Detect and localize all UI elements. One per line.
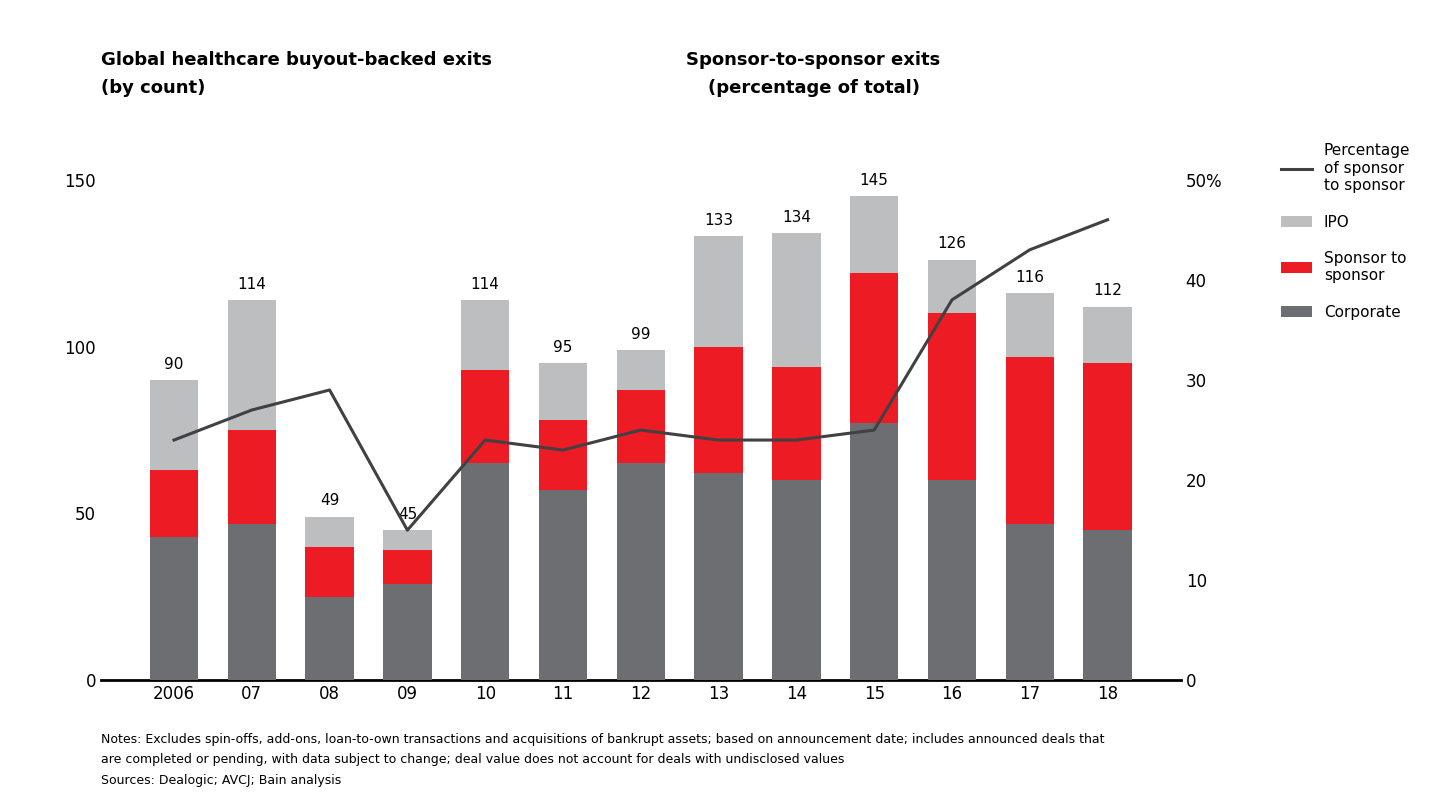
Text: 114: 114 [238, 276, 266, 292]
Bar [461, 463, 510, 680]
Text: 99: 99 [631, 326, 651, 342]
Bar [305, 597, 354, 680]
Text: 114: 114 [471, 276, 500, 292]
Bar [1005, 356, 1054, 523]
Bar [850, 424, 899, 680]
Bar [305, 517, 354, 547]
Bar [850, 273, 899, 424]
Bar [383, 550, 432, 583]
Bar [772, 480, 821, 680]
Bar [694, 473, 743, 680]
Bar [539, 363, 588, 420]
Text: 145: 145 [860, 173, 888, 188]
Bar [383, 531, 432, 550]
Bar [772, 233, 821, 367]
Bar [1083, 306, 1132, 363]
Legend: Percentage
of sponsor
to sponsor, IPO, Sponsor to
sponsor, Corporate: Percentage of sponsor to sponsor, IPO, S… [1274, 137, 1417, 326]
Text: 116: 116 [1015, 270, 1044, 285]
Text: are completed or pending, with data subject to change; deal value does not accou: are completed or pending, with data subj… [101, 753, 844, 766]
Text: 133: 133 [704, 213, 733, 228]
Bar [772, 367, 821, 480]
Bar [539, 490, 588, 680]
Bar [461, 300, 510, 370]
Bar [694, 237, 743, 347]
Bar [1005, 293, 1054, 356]
Bar [461, 370, 510, 463]
Text: 49: 49 [320, 493, 340, 509]
Bar [150, 380, 199, 470]
Text: 134: 134 [782, 210, 811, 224]
Bar [927, 260, 976, 313]
Text: Sources: Dealogic; AVCJ; Bain analysis: Sources: Dealogic; AVCJ; Bain analysis [101, 774, 341, 787]
Text: (by count): (by count) [101, 79, 204, 97]
Text: Notes: Excludes spin-offs, add-ons, loan-to-own transactions and acquisitions of: Notes: Excludes spin-offs, add-ons, loan… [101, 733, 1104, 746]
Bar [616, 390, 665, 463]
Text: 126: 126 [937, 237, 966, 251]
Bar [228, 430, 276, 523]
Bar [694, 347, 743, 473]
Text: 90: 90 [164, 356, 184, 372]
Bar [150, 470, 199, 537]
Bar [850, 196, 899, 273]
Text: 112: 112 [1093, 284, 1122, 298]
Text: Sponsor-to-sponsor exits: Sponsor-to-sponsor exits [687, 51, 940, 69]
Bar [539, 420, 588, 490]
Bar [616, 350, 665, 390]
Text: 45: 45 [397, 507, 418, 522]
Bar [1083, 363, 1132, 531]
Text: 95: 95 [553, 340, 573, 355]
Bar [228, 523, 276, 680]
Bar [1005, 523, 1054, 680]
Bar [228, 300, 276, 430]
Bar [616, 463, 665, 680]
Bar [927, 480, 976, 680]
Bar [150, 537, 199, 680]
Bar [927, 313, 976, 480]
Text: (percentage of total): (percentage of total) [707, 79, 920, 97]
Text: Global healthcare buyout-backed exits: Global healthcare buyout-backed exits [101, 51, 492, 69]
Bar [1083, 531, 1132, 680]
Bar [383, 583, 432, 680]
Bar [305, 547, 354, 597]
